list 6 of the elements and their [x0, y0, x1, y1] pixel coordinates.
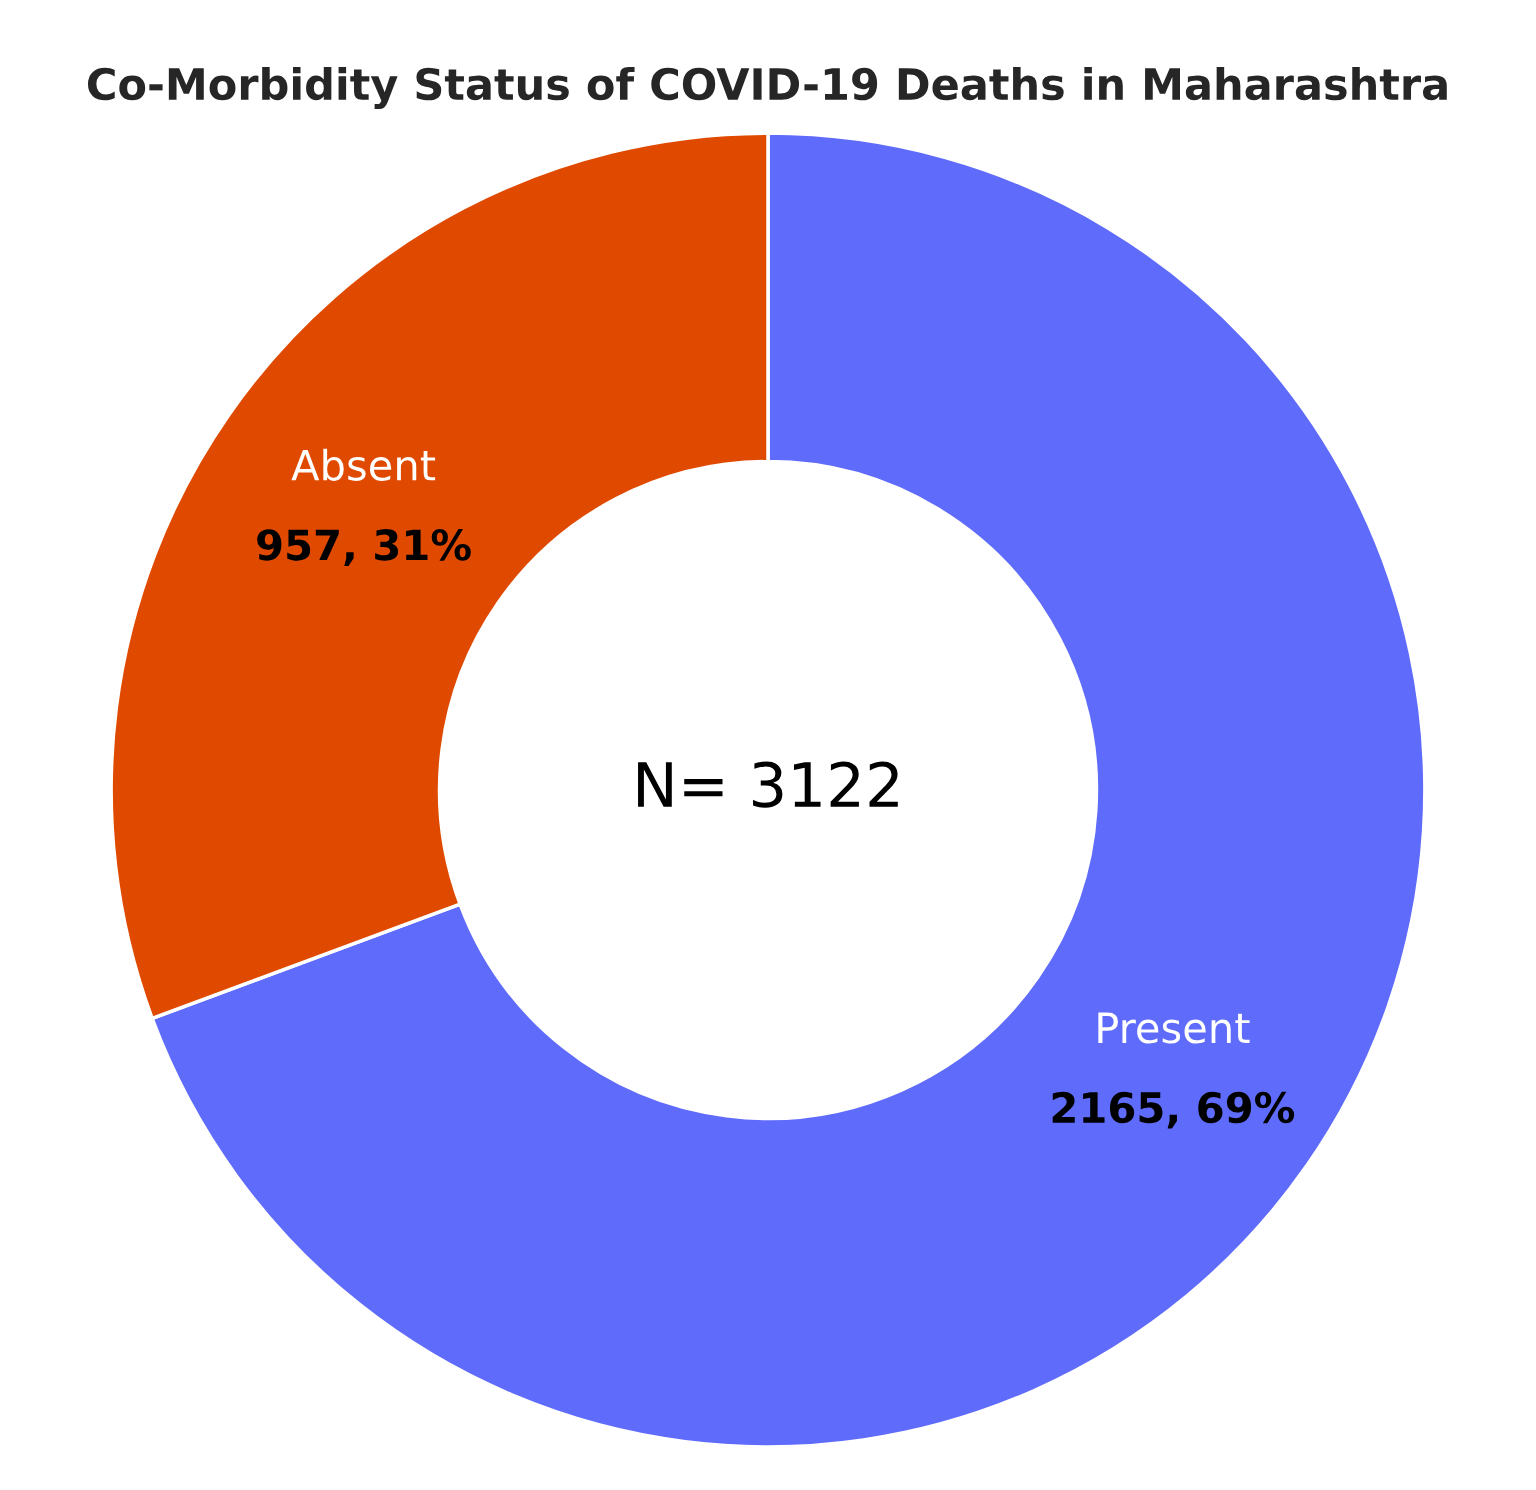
data-label: 957, 31%	[257, 529, 471, 566]
data-label: 2165, 69%	[1052, 1091, 1295, 1129]
slice-label: Present	[1098, 1012, 1250, 1044]
chart-title: Co-Morbidity Status of COVID-19 Deaths in Maharashtra	[88, 67, 1447, 109]
slice-label: Absent	[291, 448, 436, 481]
text: N= 3122	[638, 761, 898, 808]
